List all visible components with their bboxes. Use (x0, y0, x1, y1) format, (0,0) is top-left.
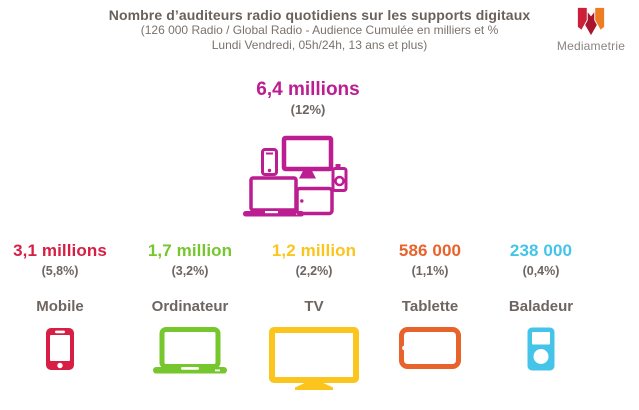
subtitle-line-2: Lundi Vendredi, 05h/24h, 13 ans et plus) (211, 38, 428, 52)
value-label: 586 000 (398, 241, 462, 260)
category-label: Baladeur (508, 298, 574, 315)
category-label: TV (304, 298, 324, 315)
category-label: Tablette (401, 298, 459, 315)
value-label: 238 000 (509, 241, 573, 260)
percent-label: (1,1%) (411, 264, 449, 278)
mediametrie-logo: Mediametrie (545, 6, 637, 53)
header: Nombre d’auditeurs radio quotidiens sur … (0, 7, 639, 53)
laptop-icon (125, 327, 255, 393)
value-label: 1,2 million (271, 241, 357, 260)
total-percent: (12%) (290, 102, 326, 117)
value-label: 1,7 million (147, 241, 233, 260)
column-tablette: 586 000 (1,1%) Tablette (365, 240, 495, 393)
subtitle-line-1: (126 000 Radio / Global Radio - Audience… (140, 23, 499, 37)
percent-label: (3,2%) (171, 264, 209, 278)
category-label: Ordinateur (151, 298, 229, 315)
percent-label: (5,8%) (41, 264, 79, 278)
total-value: 6,4 millions (256, 79, 360, 100)
percent-label: (0,4%) (522, 264, 560, 278)
column-mobile: 3,1 millions (5,8%) Mobile (0, 240, 125, 393)
mediametrie-wordmark: Mediametrie (556, 39, 626, 53)
tv-icon (249, 327, 379, 393)
value-label: 3,1 millions (13, 241, 107, 260)
column-ordinateur: 1,7 million (3,2%) Ordinateur (125, 240, 255, 393)
column-baladeur: 238 000 (0,4%) Baladeur (476, 240, 606, 393)
page-title: Nombre d’auditeurs radio quotidiens sur … (108, 7, 531, 23)
tablet-icon (365, 327, 495, 393)
category-label: Mobile (36, 298, 84, 315)
mediametrie-m-icon (576, 6, 606, 36)
devices-cluster-icon (0, 131, 616, 226)
percent-label: (2,2%) (295, 264, 333, 278)
total-block: 6,4 millions (12%) (0, 79, 616, 226)
column-tv: 1,2 million (2,2%) TV (249, 240, 379, 393)
portable-player-icon (476, 327, 606, 393)
smartphone-icon (0, 327, 125, 393)
